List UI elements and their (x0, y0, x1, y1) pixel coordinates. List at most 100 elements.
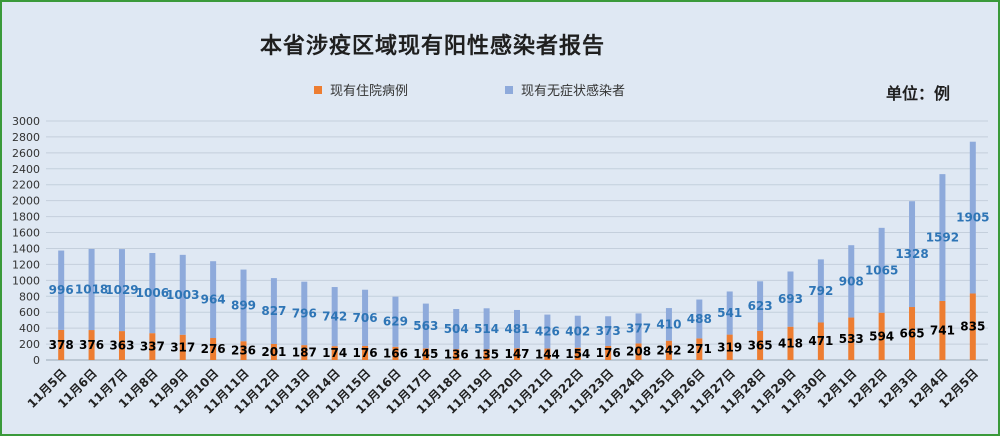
data-label-asymptomatic: 402 (565, 325, 590, 339)
y-tick-label: 3000 (12, 115, 40, 128)
data-label-asymptomatic: 377 (626, 321, 651, 335)
bar-asymptomatic (848, 245, 855, 318)
bar-asymptomatic (362, 289, 369, 346)
data-label-asymptomatic: 563 (413, 319, 438, 333)
data-label-asymptomatic: 1003 (166, 288, 199, 302)
data-label-hospitalized: 365 (748, 338, 773, 352)
bar-hospitalized (149, 333, 156, 360)
y-tick-label: 2400 (12, 163, 40, 176)
data-label-hospitalized: 236 (231, 344, 256, 358)
data-label-hospitalized: 594 (869, 329, 894, 343)
data-label-hospitalized: 135 (474, 348, 499, 362)
bar-hospitalized (726, 334, 733, 360)
data-label-hospitalized: 176 (353, 346, 378, 360)
bar-hospitalized (88, 330, 95, 360)
bar-asymptomatic (726, 291, 733, 335)
data-label-asymptomatic: 1029 (105, 283, 138, 297)
bar-hospitalized (240, 341, 247, 360)
unit-label: 单位：例 (886, 84, 951, 103)
bar-hospitalized (665, 340, 672, 360)
data-label-hospitalized: 154 (565, 347, 590, 361)
bar-hospitalized (696, 338, 703, 360)
legend-swatch-hospitalized (314, 85, 322, 94)
bar-asymptomatic (817, 259, 824, 323)
y-tick-label: 2600 (12, 147, 40, 160)
data-label-hospitalized: 471 (808, 334, 833, 348)
data-label-asymptomatic: 1018 (75, 282, 108, 296)
bar-asymptomatic (118, 249, 125, 332)
data-label-hospitalized: 187 (292, 346, 317, 360)
bar-hospitalized (392, 346, 399, 360)
data-label-hospitalized: 145 (413, 347, 438, 361)
data-label-hospitalized: 208 (626, 345, 651, 359)
data-label-hospitalized: 665 (900, 327, 925, 341)
data-label-hospitalized: 418 (778, 336, 803, 350)
data-label-hospitalized: 176 (596, 346, 621, 360)
bar-hospitalized (969, 293, 976, 360)
data-label-hospitalized: 166 (383, 346, 408, 360)
data-label-asymptomatic: 796 (292, 306, 317, 320)
bar-asymptomatic (422, 303, 429, 349)
bar-asymptomatic (453, 309, 460, 350)
bar-asymptomatic (483, 308, 490, 350)
data-label-asymptomatic: 488 (687, 312, 712, 326)
data-label-asymptomatic: 629 (383, 315, 408, 329)
bar-asymptomatic (210, 261, 217, 339)
bar-hospitalized (635, 343, 642, 360)
bar-asymptomatic (665, 308, 672, 341)
data-label-asymptomatic: 1592 (926, 231, 959, 245)
bar-hospitalized (483, 349, 490, 360)
bar-hospitalized (878, 312, 885, 360)
y-tick-label: 600 (19, 306, 40, 319)
legend-label-hospitalized: 现有住院病例 (330, 84, 409, 99)
bar-hospitalized (848, 317, 855, 360)
data-label-asymptomatic: 792 (808, 284, 833, 298)
data-label-asymptomatic: 996 (49, 283, 74, 297)
data-label-asymptomatic: 426 (535, 325, 560, 339)
bar-asymptomatic (696, 299, 703, 339)
legend-swatch-asymptomatic (505, 85, 513, 94)
y-tick-label: 800 (19, 290, 40, 303)
data-label-asymptomatic: 706 (353, 311, 378, 325)
bar-hospitalized (331, 346, 338, 360)
bar-asymptomatic (574, 315, 581, 348)
data-label-hospitalized: 378 (49, 338, 74, 352)
bar-asymptomatic (787, 271, 794, 327)
bar-asymptomatic (514, 309, 520, 349)
data-label-hospitalized: 317 (170, 340, 195, 354)
data-label-asymptomatic: 1006 (136, 286, 169, 300)
legend-label-asymptomatic: 现有无症状感染者 (521, 84, 626, 99)
y-tick-label: 0 (33, 354, 40, 367)
data-label-asymptomatic: 541 (717, 306, 742, 320)
bar-asymptomatic (179, 254, 186, 335)
bar-asymptomatic (878, 227, 885, 313)
bar-hospitalized (270, 343, 277, 360)
bar-asymptomatic (331, 287, 338, 347)
y-tick-label: 1000 (12, 274, 40, 287)
data-label-asymptomatic: 373 (596, 324, 621, 338)
bar-hospitalized (757, 330, 764, 360)
data-label-asymptomatic: 1905 (956, 211, 989, 225)
bar-hospitalized (574, 347, 581, 360)
data-label-asymptomatic: 1065 (865, 263, 898, 277)
bar-hospitalized (301, 345, 308, 360)
bar-hospitalized (210, 338, 217, 360)
y-tick-label: 1600 (12, 227, 40, 240)
y-tick-label: 1400 (12, 242, 40, 255)
y-tick-label: 1200 (12, 258, 40, 271)
y-tick-label: 200 (19, 338, 40, 351)
data-label-hospitalized: 363 (109, 339, 134, 353)
data-label-hospitalized: 201 (261, 345, 286, 359)
data-label-asymptomatic: 899 (231, 298, 256, 312)
bar-hospitalized (605, 345, 612, 360)
data-label-hospitalized: 174 (322, 346, 347, 360)
bar-asymptomatic (909, 201, 916, 308)
data-label-asymptomatic: 1328 (895, 247, 928, 261)
bar-asymptomatic (270, 278, 277, 344)
data-label-hospitalized: 271 (687, 342, 712, 356)
legend-item-asymptomatic: 现有无症状感染者 (505, 80, 625, 99)
data-label-hospitalized: 147 (504, 347, 529, 361)
bar-asymptomatic (301, 281, 308, 346)
bar-asymptomatic (58, 250, 65, 330)
